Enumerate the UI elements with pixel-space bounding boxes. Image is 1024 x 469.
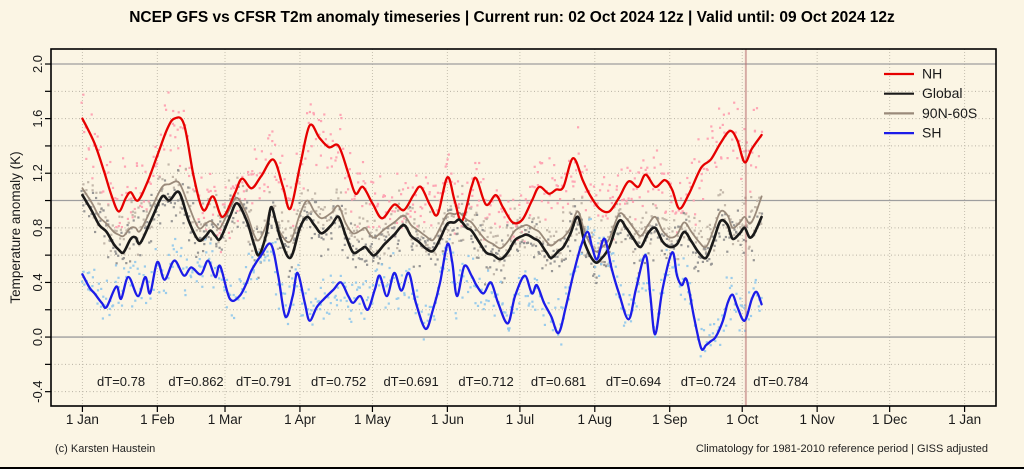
y-tick-label: 1.2: [30, 164, 45, 182]
x-tick-label: 1 Sep: [652, 412, 687, 427]
legend: NH Global 90N-60S SH: [884, 66, 977, 141]
legend-label: Global: [922, 85, 962, 101]
legend-label: 90N-60S: [922, 105, 977, 121]
series-line-SH: [81, 230, 763, 351]
dt-label: dT=0.862: [168, 374, 223, 389]
x-tick-label: 1 Jan: [948, 412, 981, 427]
y-axis-title: Temperature anomaly (K): [8, 151, 23, 303]
gridlines: [51, 49, 996, 406]
y-tick-label: 2.0: [30, 55, 45, 73]
x-tick-label: 1 Jan: [66, 412, 99, 427]
dt-label: dT=0.791: [236, 374, 291, 389]
y-axis-labels: -0.4 0.0 0.4 0.8 1.2 1.6 2.0: [30, 55, 45, 403]
y-tick-label: 1.6: [30, 110, 45, 128]
x-tick-label: 1 Jun: [431, 412, 464, 427]
x-axis-labels: 1 Jan 1 Feb 1 Mar 1 Apr 1 May 1 Jun 1 Jul 1 Aug…: [66, 412, 981, 427]
credit-text: (c) Karsten Haustein: [55, 443, 156, 455]
y-tick-label: -0.4: [30, 380, 45, 402]
legend-item-SH: SH: [884, 125, 941, 141]
legend-item-Global: Global: [884, 85, 962, 101]
x-tick-label: 1 Nov: [800, 412, 836, 427]
dt-label: dT=0.681: [531, 374, 586, 389]
reference-text: Climatology for 1981-2010 reference peri…: [695, 443, 988, 455]
x-tick-label: 1 Apr: [284, 412, 316, 427]
svg-text:Temperature anomaly (K): Temperature anomaly (K): [8, 151, 23, 303]
chart-title: NCEP GFS vs CFSR T2m anomaly timeseries …: [129, 9, 895, 26]
plot-border: [50, 48, 997, 407]
dt-label: dT=0.712: [458, 374, 513, 389]
scatter-90N-60S: [82, 163, 763, 276]
dt-label: dT=0.694: [606, 374, 661, 389]
dt-annotations: dT=0.78 dT=0.862 dT=0.791 dT=0.752 dT=0.691 d…: [97, 374, 808, 389]
legend-label: NH: [922, 66, 942, 82]
legend-item-90N-60S: 90N-60S: [884, 105, 977, 121]
dt-label: dT=0.78: [97, 374, 145, 389]
scatter-NH: [80, 91, 764, 254]
series-line-Global: [81, 190, 763, 264]
x-tick-label: 1 Aug: [578, 412, 613, 427]
dt-label: dT=0.724: [681, 374, 736, 389]
legend-item-NH: NH: [884, 66, 942, 82]
x-tick-label: 1 Feb: [140, 412, 175, 427]
x-tick-label: 1 Mar: [208, 412, 243, 427]
axis-ticks: [45, 63, 966, 412]
y-tick-label: 0.8: [30, 219, 45, 237]
x-tick-label: 1 Oct: [726, 412, 759, 427]
dt-label: dT=0.691: [383, 374, 438, 389]
x-tick-label: 1 Jul: [506, 412, 535, 427]
legend-label: SH: [922, 125, 941, 141]
x-tick-label: 1 Dec: [872, 412, 908, 427]
y-tick-label: 0.4: [30, 273, 45, 291]
series-line-90N-60S: [81, 180, 763, 253]
dt-label: dT=0.752: [311, 374, 366, 389]
dt-label: dT=0.784: [753, 374, 808, 389]
y-tick-label: 0.0: [30, 328, 45, 346]
x-tick-label: 1 May: [354, 412, 391, 427]
series-line-NH: [81, 116, 763, 225]
bottom-border: [0, 467, 1024, 469]
